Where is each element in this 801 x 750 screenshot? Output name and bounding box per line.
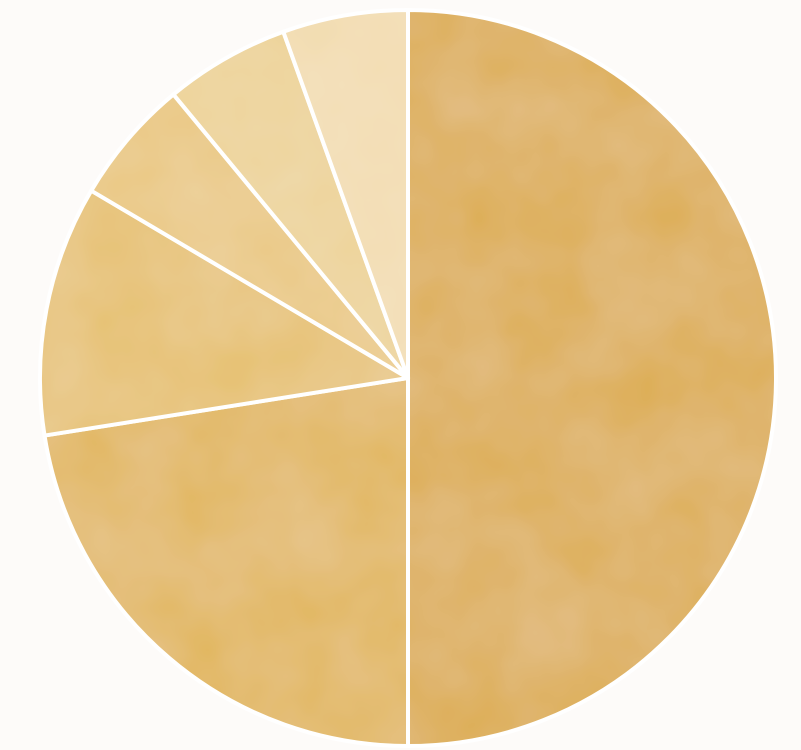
pie-slices xyxy=(38,8,778,748)
pie-slice-2 xyxy=(42,376,410,748)
pie-slice-1 xyxy=(406,8,778,748)
pie-slice-3 xyxy=(38,188,410,438)
pie-slice-6 xyxy=(281,8,410,380)
